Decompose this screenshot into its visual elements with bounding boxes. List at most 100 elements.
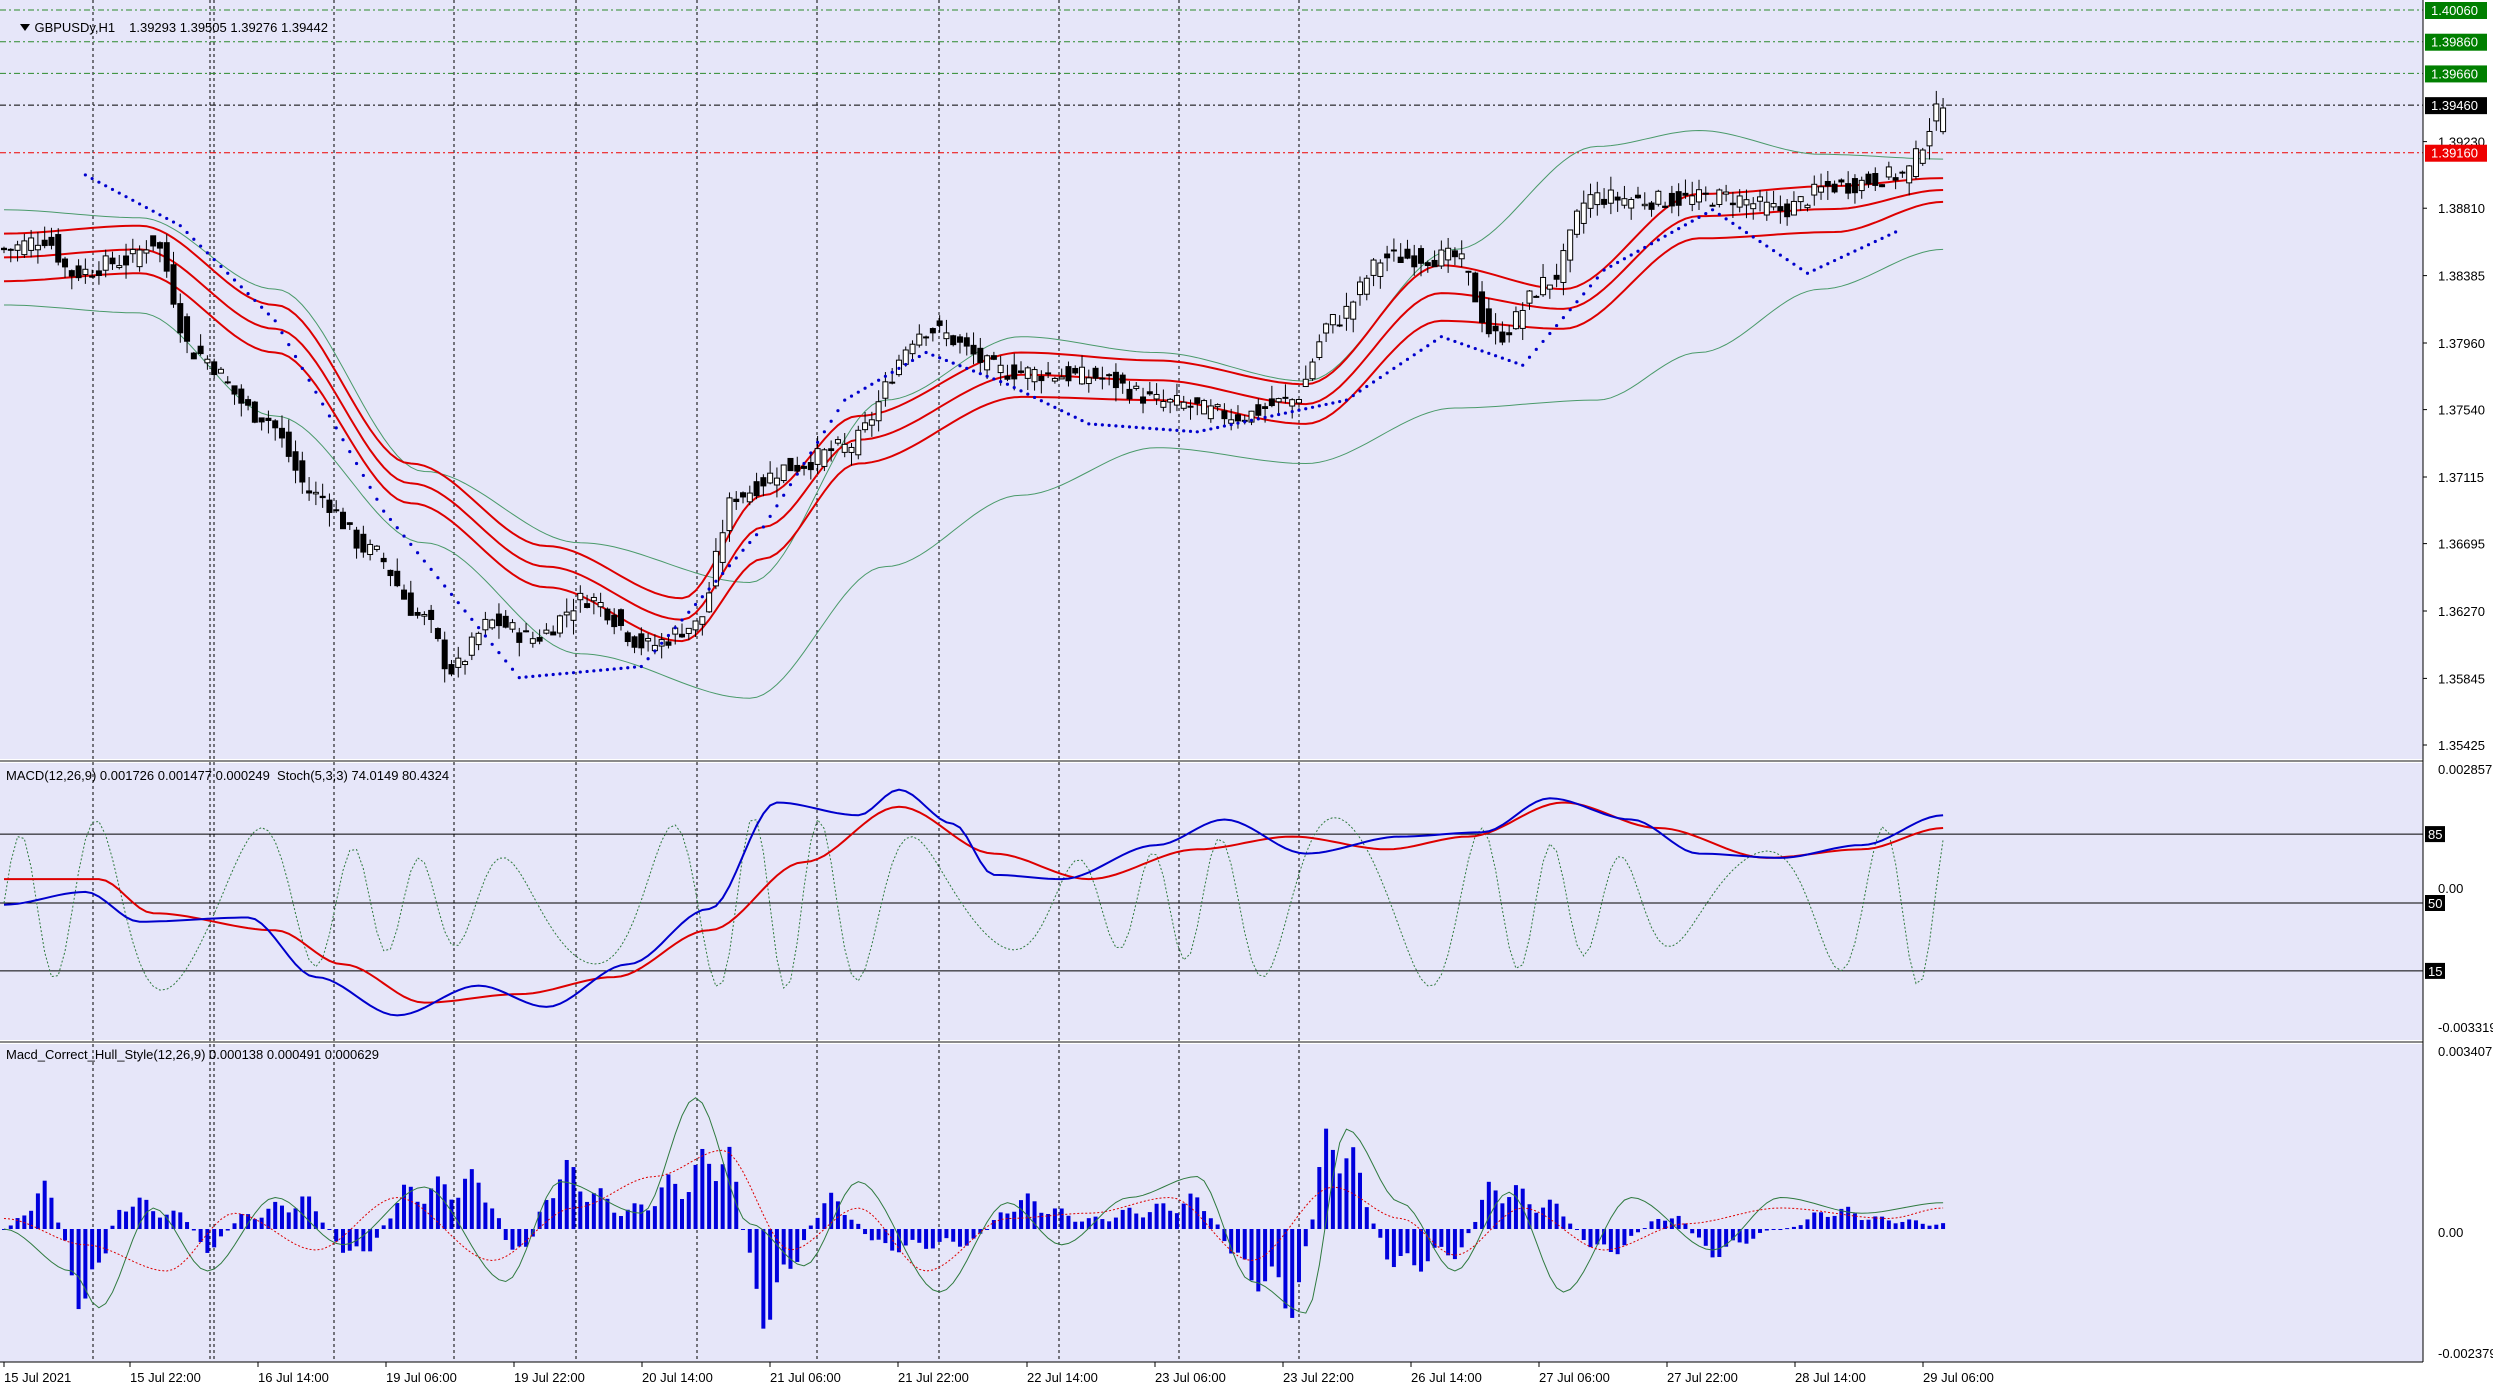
sar-dot [415, 551, 420, 555]
hist-bar [1513, 1185, 1518, 1230]
hist-bar [1120, 1209, 1125, 1230]
time-tick-label: 27 Jul 22:00 [1667, 1370, 1738, 1385]
sar-dot [477, 626, 481, 630]
candle-body [1126, 388, 1133, 400]
sar-dot [978, 372, 982, 376]
hist-bar [1202, 1211, 1207, 1230]
hist-bar [1480, 1199, 1485, 1230]
candle-body [1167, 398, 1174, 403]
sar-dot [449, 592, 454, 596]
pane-divider-2[interactable] [0, 1040, 2493, 1044]
candle-body [509, 622, 516, 630]
candle-body [224, 381, 231, 384]
candle-body [712, 550, 719, 587]
hist-bar [1344, 1158, 1349, 1230]
candle-body [1085, 377, 1092, 385]
hist-bar [1107, 1221, 1112, 1230]
sar-dot [802, 461, 806, 466]
sar-dot [836, 409, 840, 413]
candle-body [1112, 371, 1119, 389]
hist-bar [15, 1218, 20, 1230]
hist-bar [1168, 1210, 1173, 1230]
bollinger-lower [4, 248, 1944, 699]
candle-body [380, 557, 387, 563]
hist-bar [212, 1229, 217, 1248]
sar-dot [938, 356, 942, 360]
hist-bar [1622, 1229, 1627, 1246]
candle-body [1221, 410, 1228, 420]
candle-body [1397, 256, 1404, 263]
sar-dot [1690, 219, 1694, 223]
candle-body [1418, 248, 1425, 264]
hist-bar [517, 1229, 522, 1247]
candle-body [828, 448, 835, 452]
pane-divider-1[interactable] [0, 759, 2493, 763]
candle-body [1370, 259, 1377, 276]
sar-dot [178, 224, 182, 228]
hist-bar [720, 1164, 725, 1230]
candle-body [1004, 375, 1011, 380]
candle-body [1865, 173, 1872, 185]
candle-body [773, 477, 780, 486]
sar-dot [1670, 230, 1674, 235]
candle-body [1702, 192, 1709, 195]
hist-bar [978, 1229, 983, 1234]
candle-body [1546, 284, 1553, 290]
envelope-lower [3, 200, 1944, 643]
hist-bar [869, 1229, 874, 1241]
candle-body [1824, 180, 1831, 187]
hist-bar [83, 1229, 88, 1299]
hist-bar [1595, 1229, 1600, 1245]
sar-dot [348, 450, 352, 454]
sar-dot [314, 390, 318, 394]
sar-dot [429, 567, 433, 571]
candle-body [970, 344, 977, 355]
candle-body [889, 381, 896, 384]
price-tag-bg [2425, 2, 2487, 19]
candle-body [746, 492, 753, 503]
sar-dot [822, 430, 826, 434]
candle-body [346, 522, 353, 525]
candle-body [1906, 165, 1913, 184]
collapse-icon[interactable] [20, 24, 31, 31]
candle-body [1058, 376, 1065, 380]
hist-bar [42, 1180, 47, 1230]
candle-body [1818, 186, 1825, 193]
sar-dot [368, 485, 372, 489]
candle-body [1445, 247, 1452, 261]
sar-dot [1833, 258, 1837, 263]
candle-body [1689, 195, 1696, 205]
hist-bar [157, 1217, 162, 1230]
price-tag-label: 1.39860 [2431, 35, 2478, 50]
ohlc-high: 1.39505 [179, 20, 227, 35]
sar-dot [1419, 348, 1423, 352]
sar-dot [1677, 227, 1681, 231]
candle-body [373, 545, 380, 550]
hist-bar [1608, 1229, 1613, 1253]
candle-body [489, 619, 496, 629]
sar-dot [1195, 430, 1199, 434]
sar-dot [1555, 323, 1559, 328]
sar-dot [1066, 412, 1071, 416]
candle-body [645, 637, 652, 642]
sar-dot [1710, 208, 1715, 212]
sar-dot [1649, 242, 1654, 246]
hist-bar [279, 1205, 284, 1230]
sar-dot [1568, 308, 1572, 312]
candle-body [1357, 281, 1363, 296]
sar-dot [944, 358, 949, 363]
sar-dot [1582, 292, 1586, 296]
hist-bar [795, 1229, 800, 1262]
hist-bar [273, 1201, 278, 1230]
hist-bar [1500, 1203, 1505, 1230]
macd-pane[interactable] [0, 763, 2423, 1040]
sar-dot [1839, 255, 1843, 259]
candle-body [875, 401, 882, 422]
price-pane[interactable] [0, 0, 2423, 759]
candle-body [1255, 404, 1262, 416]
sar-dot [917, 354, 921, 359]
sar-dot [321, 402, 325, 406]
hist-bar [368, 1229, 373, 1252]
candle-body [617, 609, 624, 627]
sar-dot [1697, 215, 1701, 219]
